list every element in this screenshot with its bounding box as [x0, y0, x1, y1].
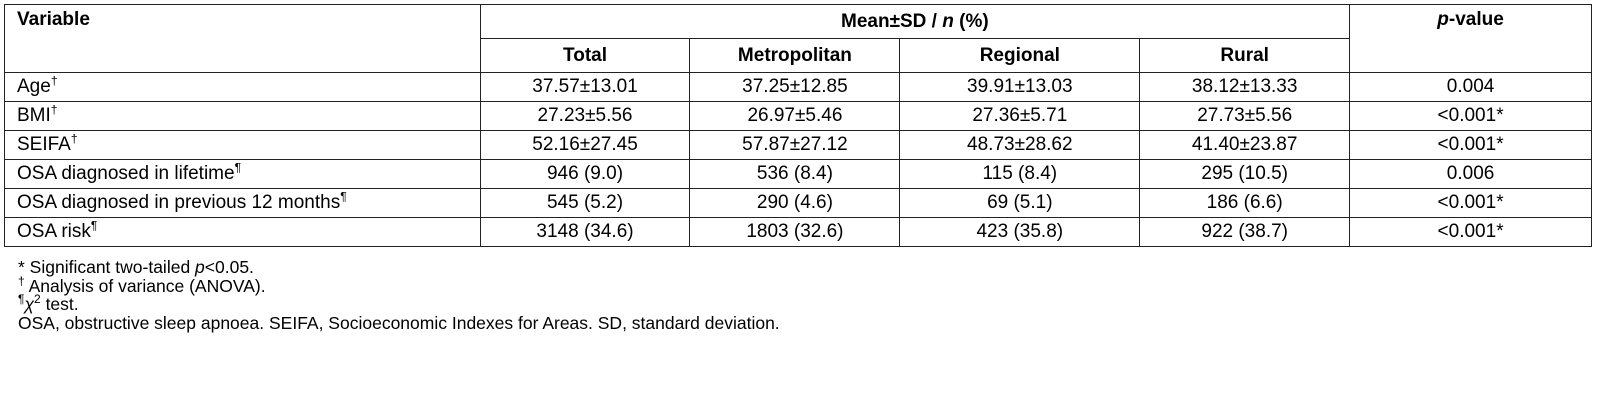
footnote-abbreviations: OSA, obstructive sleep apnoea. SEIFA, So…	[18, 314, 780, 333]
cell-value: 27.36±5.71	[900, 102, 1140, 131]
cell-value: 423 (35.8)	[900, 218, 1140, 247]
cell-value: 69 (5.1)	[900, 189, 1140, 218]
cell-value: 39.91±13.03	[900, 73, 1140, 102]
header-row-1: Variable Mean±SD / n (%) p-value	[5, 5, 1592, 39]
cell-value: 37.25±12.85	[690, 73, 900, 102]
footnotes: * Significant two-tailed p<0.05. † Analy…	[18, 258, 780, 332]
header-rural: Rural	[1140, 39, 1350, 73]
cell-value: 922 (38.7)	[1140, 218, 1350, 247]
header-regional: Regional	[900, 39, 1140, 73]
header-group: Mean±SD / n (%)	[480, 5, 1350, 39]
cell-p-value: <0.001*	[1350, 131, 1592, 160]
cell-value: 38.12±13.33	[1140, 73, 1350, 102]
cell-value: 48.73±28.62	[900, 131, 1140, 160]
cell-value: 27.73±5.56	[1140, 102, 1350, 131]
row-label: OSA diagnosed in previous 12 months¶	[5, 189, 481, 218]
footnote-chi-square: ¶χ2 test.	[18, 295, 780, 314]
cell-p-value: 0.004	[1350, 73, 1592, 102]
cell-value: 41.40±23.87	[1140, 131, 1350, 160]
table-row: Age†37.57±13.0137.25±12.8539.91±13.0338.…	[5, 73, 1592, 102]
cell-value: 115 (8.4)	[900, 160, 1140, 189]
header-variable: Variable	[5, 5, 481, 73]
cell-value: 186 (6.6)	[1140, 189, 1350, 218]
cell-p-value: <0.001*	[1350, 189, 1592, 218]
cell-value: 290 (4.6)	[690, 189, 900, 218]
header-metropolitan: Metropolitan	[690, 39, 900, 73]
table-row: OSA diagnosed in lifetime¶946 (9.0)536 (…	[5, 160, 1592, 189]
cell-value: 536 (8.4)	[690, 160, 900, 189]
cell-value: 946 (9.0)	[480, 160, 690, 189]
cell-p-value: <0.001*	[1350, 218, 1592, 247]
row-label: Age†	[5, 73, 481, 102]
table-row: OSA diagnosed in previous 12 months¶545 …	[5, 189, 1592, 218]
footnote-anova: † Analysis of variance (ANOVA).	[18, 277, 780, 296]
table-row: BMI†27.23±5.5626.97±5.4627.36±5.7127.73±…	[5, 102, 1592, 131]
table-row: OSA risk¶3148 (34.6)1803 (32.6)423 (35.8…	[5, 218, 1592, 247]
row-label: BMI†	[5, 102, 481, 131]
footnote-significance: * Significant two-tailed p<0.05.	[18, 258, 780, 277]
cell-value: 57.87±27.12	[690, 131, 900, 160]
cell-value: 1803 (32.6)	[690, 218, 900, 247]
table-row: SEIFA†52.16±27.4557.87±27.1248.73±28.624…	[5, 131, 1592, 160]
row-label: OSA diagnosed in lifetime¶	[5, 160, 481, 189]
header-p-value: p-value	[1350, 5, 1592, 73]
header-total: Total	[480, 39, 690, 73]
cell-value: 3148 (34.6)	[480, 218, 690, 247]
cell-p-value: 0.006	[1350, 160, 1592, 189]
results-table: Variable Mean±SD / n (%) p-value Total M…	[4, 4, 1592, 247]
row-label: SEIFA†	[5, 131, 481, 160]
row-label: OSA risk¶	[5, 218, 481, 247]
cell-value: 37.57±13.01	[480, 73, 690, 102]
cell-value: 27.23±5.56	[480, 102, 690, 131]
cell-value: 545 (5.2)	[480, 189, 690, 218]
cell-value: 295 (10.5)	[1140, 160, 1350, 189]
cell-value: 26.97±5.46	[690, 102, 900, 131]
cell-value: 52.16±27.45	[480, 131, 690, 160]
cell-p-value: <0.001*	[1350, 102, 1592, 131]
